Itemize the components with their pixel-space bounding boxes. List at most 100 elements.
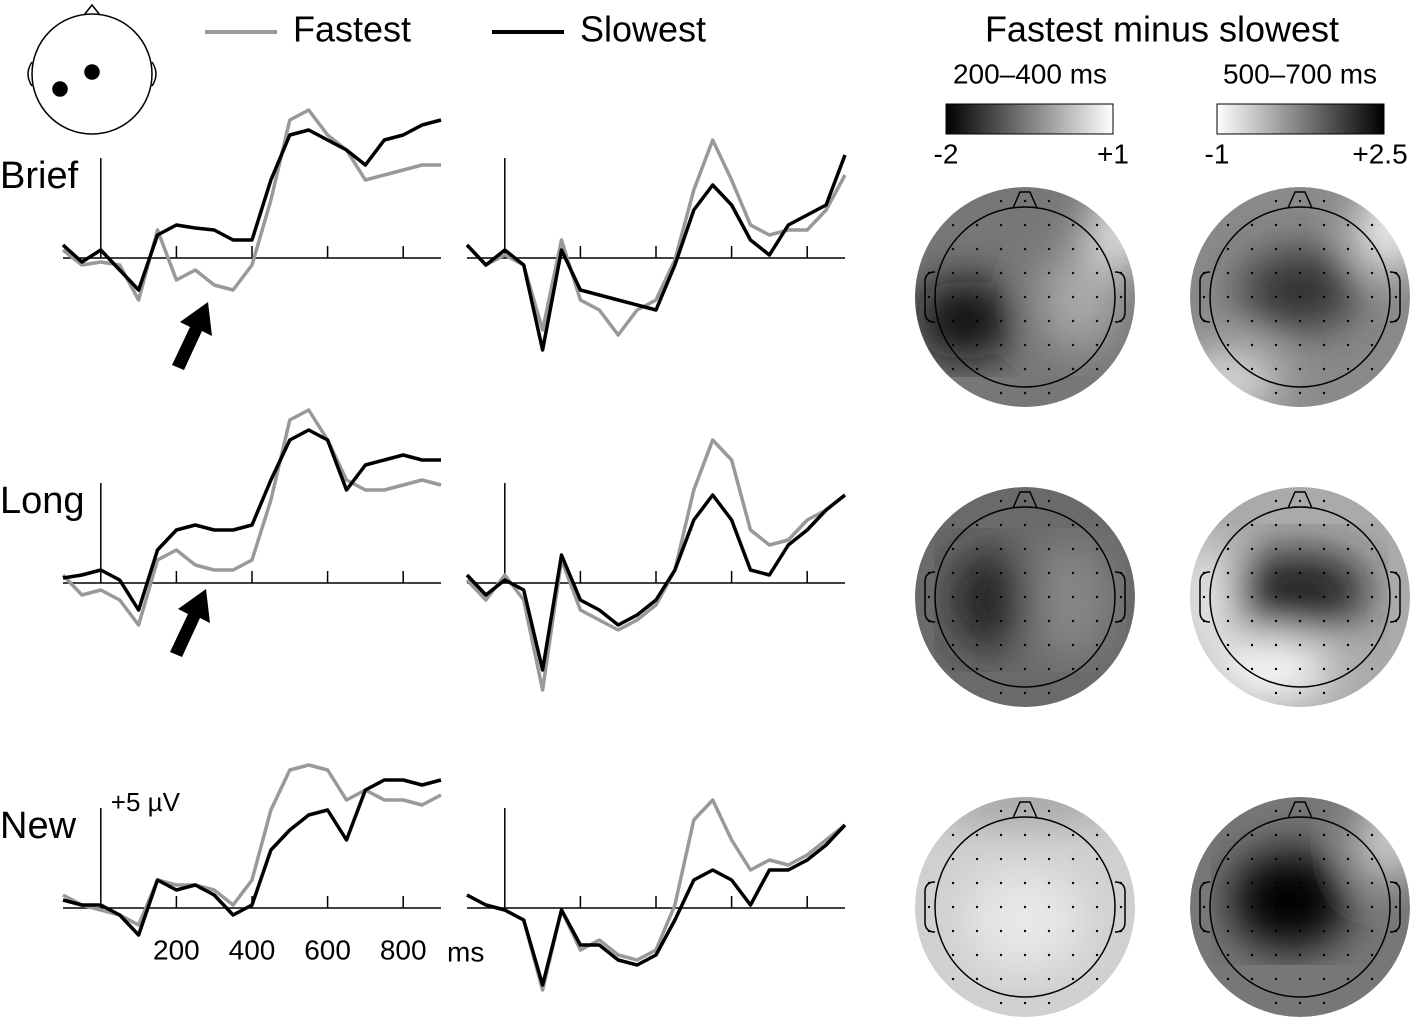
electrode	[999, 619, 1003, 623]
electrode	[1298, 391, 1302, 395]
electrode	[1226, 977, 1230, 981]
electrode	[1274, 523, 1278, 527]
electrode	[1322, 881, 1326, 885]
electrode	[1274, 643, 1278, 647]
electrode	[1023, 929, 1027, 933]
electrode	[1370, 667, 1374, 671]
erp-line	[466, 798, 847, 992]
electrode	[1298, 691, 1302, 695]
electrode	[1095, 643, 1099, 647]
electrode	[1071, 343, 1075, 347]
electrode	[1322, 547, 1326, 551]
electrode	[1023, 295, 1027, 299]
electrode	[1346, 223, 1350, 227]
electrode	[1250, 571, 1254, 575]
electrode	[1370, 271, 1374, 275]
electrode	[951, 881, 955, 885]
electrode	[1346, 319, 1350, 323]
electrode	[1071, 547, 1075, 551]
electrode	[1274, 953, 1278, 957]
electrode	[1226, 953, 1230, 957]
electrode	[1298, 247, 1302, 251]
row-label: New	[0, 805, 77, 847]
electrode	[1394, 271, 1398, 275]
electrode	[1023, 199, 1027, 203]
nose	[1012, 801, 1038, 819]
electrode	[1322, 499, 1326, 503]
electrode	[1370, 857, 1374, 861]
electrode	[999, 199, 1003, 203]
electrode	[1394, 571, 1398, 575]
electrode	[1047, 523, 1051, 527]
electrode	[1095, 571, 1099, 575]
electrode	[1226, 319, 1230, 323]
electrode	[927, 881, 931, 885]
electrode	[1370, 223, 1374, 227]
electrode	[1322, 857, 1326, 861]
electrode	[1322, 295, 1326, 299]
electrode	[975, 271, 979, 275]
electrode	[1202, 881, 1206, 885]
erp-line	[465, 438, 847, 692]
electrode	[1298, 271, 1302, 275]
electrode	[999, 857, 1003, 861]
electrode	[1095, 833, 1099, 837]
electrode	[1226, 595, 1230, 599]
electrode	[1346, 929, 1350, 933]
electrode	[1047, 929, 1051, 933]
electrode	[1047, 1001, 1051, 1005]
electrode	[1370, 881, 1374, 885]
electrode	[975, 977, 979, 981]
electrode	[1202, 905, 1206, 909]
nose	[1287, 491, 1313, 509]
electrode	[1394, 595, 1398, 599]
electrode	[999, 367, 1003, 371]
electrode	[999, 667, 1003, 671]
electrode	[1023, 953, 1027, 957]
electrode	[1346, 643, 1350, 647]
electrode	[1370, 367, 1374, 371]
erp-line	[61, 118, 442, 292]
topomap	[1190, 487, 1410, 707]
electrode	[1047, 905, 1051, 909]
electrode	[1322, 953, 1326, 957]
electrode	[1226, 295, 1230, 299]
head-outline	[934, 506, 1116, 688]
electrode	[1047, 367, 1051, 371]
electrode	[1226, 571, 1230, 575]
electrode	[1250, 223, 1254, 227]
electrode	[1095, 271, 1099, 275]
electrode	[1095, 223, 1099, 227]
nose	[1012, 191, 1038, 209]
electrode	[1071, 881, 1075, 885]
electrode	[1298, 523, 1302, 527]
topomap	[1190, 187, 1410, 407]
electrode	[1250, 295, 1254, 299]
electrode	[1095, 367, 1099, 371]
electrode	[999, 595, 1003, 599]
electrode	[1095, 319, 1099, 323]
electrode	[975, 881, 979, 885]
electrode	[1095, 929, 1099, 933]
electrode	[1298, 367, 1302, 371]
electrode	[1071, 571, 1075, 575]
electrode	[1346, 905, 1350, 909]
electrode	[999, 499, 1003, 503]
electrode	[1322, 523, 1326, 527]
erp-line	[465, 493, 847, 672]
electrode	[999, 953, 1003, 957]
electrode	[1071, 595, 1075, 599]
electrode	[1274, 881, 1278, 885]
electrode	[1047, 271, 1051, 275]
erp-line	[465, 154, 847, 352]
electrode	[1023, 343, 1027, 347]
electrode	[1023, 619, 1027, 623]
electrode	[1071, 977, 1075, 981]
electrode	[1298, 499, 1302, 503]
electrode	[999, 929, 1003, 933]
electrode	[1346, 247, 1350, 251]
electrode	[1274, 857, 1278, 861]
electrode	[1095, 905, 1099, 909]
electrode	[975, 295, 979, 299]
electrode	[1346, 977, 1350, 981]
